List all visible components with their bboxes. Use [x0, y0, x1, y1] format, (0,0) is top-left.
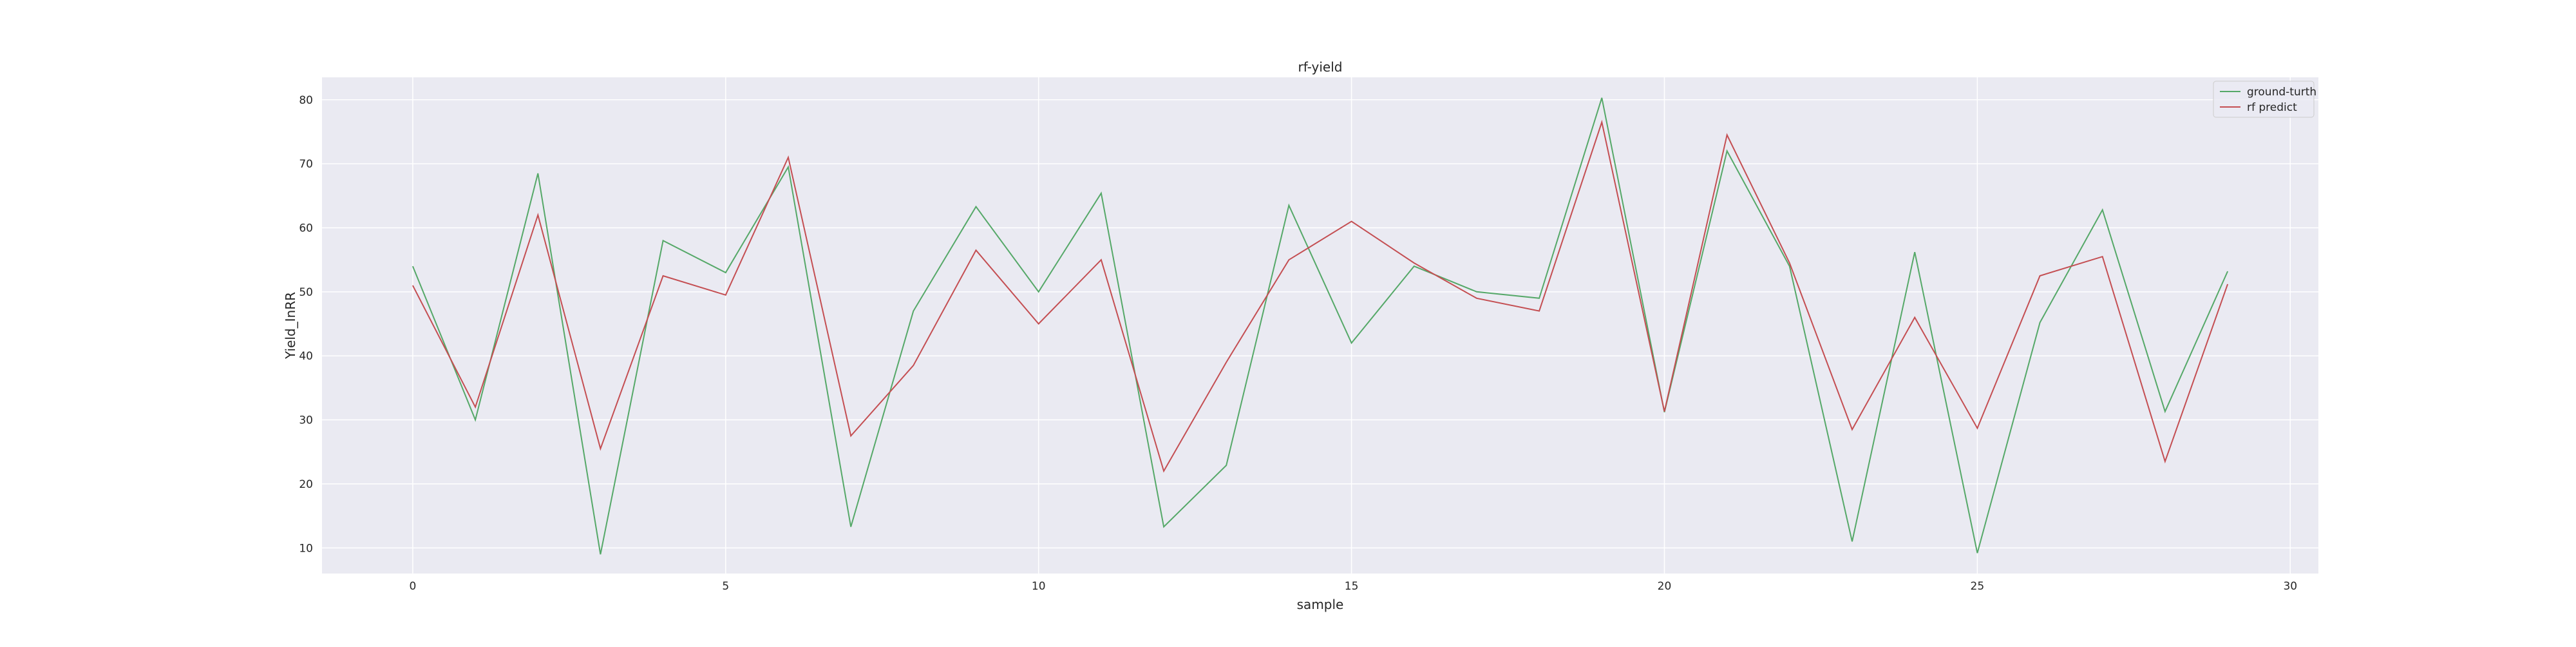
x-tick-label-5: 5	[722, 580, 729, 593]
plot-area	[322, 77, 2318, 574]
series-line-ground-truth	[412, 97, 2229, 555]
y-tick-label-50: 50	[299, 286, 313, 299]
y-tick-label-70: 70	[299, 158, 313, 171]
y-tick-label-20: 20	[299, 478, 313, 491]
x-tick-label-0: 0	[409, 580, 416, 593]
chart-title: rf-yield	[1298, 59, 1343, 75]
legend-label-rf-predict: rf predict	[2247, 101, 2297, 114]
y-tick-label-30: 30	[299, 414, 313, 427]
x-tick-label-25: 25	[1971, 580, 1985, 593]
y-tick-label-40: 40	[299, 350, 313, 363]
x-axis-label: sample	[1297, 597, 1344, 612]
x-tick-label-20: 20	[1658, 580, 1672, 593]
legend-box	[2213, 81, 2315, 118]
legend: ground-turth rf predict	[2213, 81, 2316, 118]
x-tick-label-10: 10	[1032, 580, 1046, 593]
grid-layer	[322, 77, 2318, 574]
series-line-rf-predict	[412, 119, 2229, 473]
x-tick-label-15: 15	[1345, 580, 1359, 593]
y-tick-label-60: 60	[299, 222, 313, 235]
y-tick-label-10: 10	[299, 542, 313, 555]
legend-label-ground-truth: ground-turth	[2247, 86, 2316, 99]
y-axis-label: Yield_InRR	[283, 292, 298, 360]
tick-labels: 0 5 10 15 20 25 30 10 20 30 40 50 60 70 80	[299, 94, 2297, 593]
x-tick-label-30: 30	[2283, 580, 2297, 593]
y-tick-label-80: 80	[299, 94, 313, 107]
series-layer	[412, 97, 2229, 555]
